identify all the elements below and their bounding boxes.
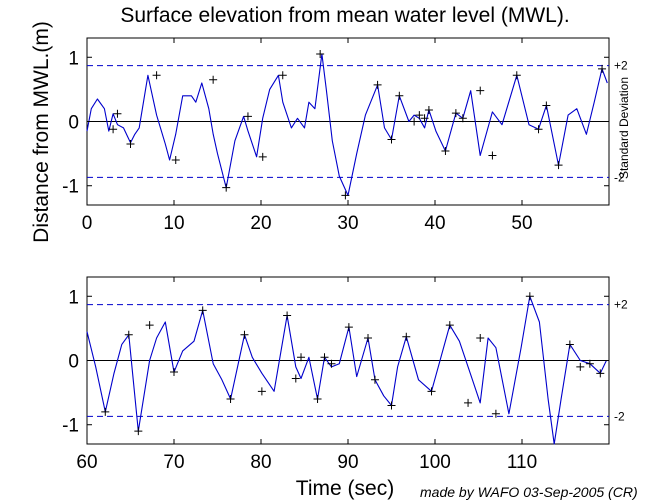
extremum-marker xyxy=(476,334,485,343)
extremum-marker xyxy=(240,330,249,339)
std-deviation-label: Standard Deviation xyxy=(617,77,631,179)
extremum-marker xyxy=(134,427,143,436)
y-tick-label: 0 xyxy=(68,352,79,373)
extremum-marker xyxy=(387,135,396,144)
extremum-marker xyxy=(291,374,300,383)
extremum-marker xyxy=(491,409,500,418)
extremum-marker xyxy=(258,152,267,161)
x-tick-label: 100 xyxy=(419,452,451,473)
extremum-marker xyxy=(113,109,122,118)
extremum-marker xyxy=(109,125,118,134)
extremum-marker xyxy=(554,161,563,170)
std-deviation-tick-label: +2 xyxy=(614,298,628,312)
extremum-marker xyxy=(171,156,180,165)
extremum-marker xyxy=(512,71,521,80)
x-tick-label: 0 xyxy=(82,213,93,234)
extremum-marker xyxy=(387,401,396,410)
extremum-marker xyxy=(415,111,424,120)
extremum-marker xyxy=(101,407,110,416)
extremum-marker xyxy=(410,117,419,126)
extremum-marker xyxy=(341,191,350,200)
extremum-marker xyxy=(257,387,266,396)
extremum-marker xyxy=(576,362,585,371)
std-deviation-tick-label: -2 xyxy=(614,170,625,184)
extremum-marker xyxy=(458,114,467,123)
extremum-marker xyxy=(598,64,607,73)
extremum-marker xyxy=(124,330,133,339)
extremum-marker xyxy=(451,109,460,118)
extremum-marker xyxy=(402,332,411,341)
extremum-marker xyxy=(145,321,154,330)
y-tick-label: 0 xyxy=(68,113,79,134)
extremum-marker xyxy=(198,306,207,315)
extremum-marker xyxy=(283,311,292,320)
y-axis-label: Distance from MWL.(m) xyxy=(30,21,53,243)
x-tick-label: 60 xyxy=(76,452,97,473)
extremum-marker xyxy=(209,75,218,84)
extremum-marker xyxy=(170,368,178,377)
std-deviation-tick-label: +2 xyxy=(614,59,628,73)
extremum-marker xyxy=(488,151,497,160)
x-tick-label: 80 xyxy=(250,452,271,473)
extremum-marker xyxy=(320,353,329,362)
extremum-marker xyxy=(126,139,135,148)
y-tick-label: -1 xyxy=(62,177,79,198)
extremum-marker xyxy=(395,91,404,100)
extremum-marker xyxy=(313,395,322,404)
x-axis-label: Time (sec) xyxy=(296,477,394,500)
extremum-marker xyxy=(427,387,436,396)
extremum-marker xyxy=(441,147,450,156)
elevation-series-line xyxy=(86,295,607,445)
y-tick-label: 1 xyxy=(68,48,79,69)
elevation-series-line xyxy=(86,53,608,196)
extremum-marker xyxy=(152,71,161,80)
extremum-marker xyxy=(596,369,605,378)
extremum-marker xyxy=(534,125,543,134)
extremum-marker xyxy=(585,359,594,368)
x-tick-label: 30 xyxy=(337,213,358,234)
extremum-marker xyxy=(424,105,433,114)
extremum-marker xyxy=(445,321,454,330)
extremum-marker xyxy=(344,323,353,332)
x-tick-label: 10 xyxy=(163,213,184,234)
extremum-marker xyxy=(297,353,306,362)
extremum-marker xyxy=(542,101,551,110)
extremum-marker xyxy=(565,340,574,349)
x-tick-label: 110 xyxy=(507,452,537,473)
std-deviation-tick-label: -2 xyxy=(614,409,625,423)
extremum-marker xyxy=(364,334,373,343)
extremum-marker xyxy=(525,292,534,301)
x-tick-label: 90 xyxy=(337,452,358,473)
extremum-marker xyxy=(373,80,382,89)
extremum-marker xyxy=(370,375,379,384)
x-tick-label: 50 xyxy=(511,213,532,234)
extremum-marker xyxy=(327,359,336,368)
extremum-marker xyxy=(420,114,429,123)
credit-text: made by WAFO 03-Sep-2005 (CR) xyxy=(420,484,638,500)
extremum-marker xyxy=(476,86,485,95)
extremum-marker xyxy=(316,50,325,59)
panel-bottom: +2 -2 60 70 80 90 100 110 -1 0 1 xyxy=(62,276,628,473)
chart-title: Surface elevation from mean water level … xyxy=(120,4,569,27)
extremum-marker xyxy=(226,395,235,404)
panel-top: +2-20 10 20 30 40 50-101 xyxy=(62,37,628,234)
extremum-marker xyxy=(243,112,252,121)
x-tick-label: 70 xyxy=(163,452,184,473)
extremum-marker xyxy=(222,183,231,192)
x-tick-label: 40 xyxy=(424,213,445,234)
extremum-marker xyxy=(464,398,473,407)
x-tick-label: 20 xyxy=(250,213,271,234)
y-tick-label: 1 xyxy=(68,287,79,308)
y-tick-label: -1 xyxy=(62,416,79,437)
extremum-marker xyxy=(278,71,287,80)
